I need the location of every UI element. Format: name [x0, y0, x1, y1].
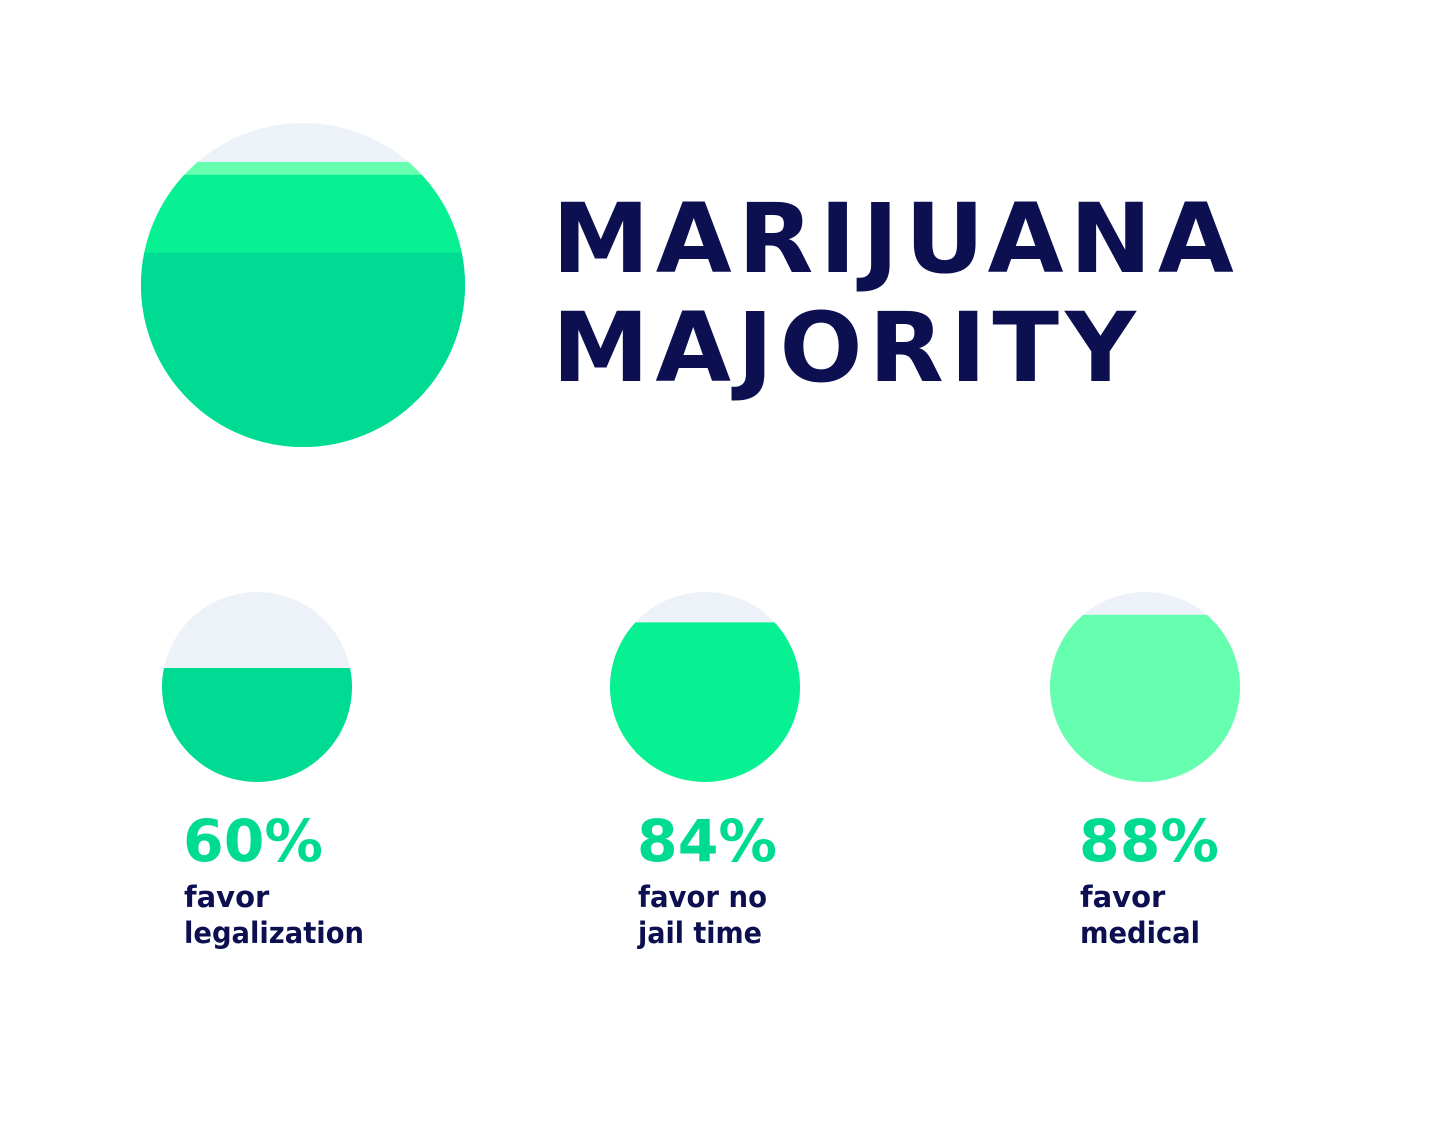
title-line-1: MARIJUANA [552, 183, 1240, 295]
stat-label-legalization-line-2: legalization [184, 916, 364, 950]
level-fill [1050, 614, 1240, 782]
stat-label-medical-line-2: medical [1080, 916, 1200, 950]
title-line-2: MAJORITY [552, 292, 1142, 404]
stat-label-no-jail-time-line-2: jail time [637, 916, 762, 950]
combined-level-circle [141, 123, 465, 447]
stat-value-medical: 88% [1079, 807, 1219, 875]
level-circle-medical [1050, 592, 1240, 782]
stat-value-no-jail-time: 84% [637, 807, 777, 875]
level-circle-legalization [162, 592, 352, 782]
combined-level-legalization [141, 252, 465, 447]
stat-label-legalization-line-1: favor [184, 880, 270, 914]
stat-value-legalization: 60% [183, 807, 323, 875]
level-fill [610, 622, 800, 782]
level-fill [162, 668, 352, 782]
stat-label-medical-line-1: favor [1080, 880, 1166, 914]
level-circle-no-jail-time [610, 592, 800, 782]
stat-label-no-jail-time-line-1: favor no [638, 880, 767, 914]
